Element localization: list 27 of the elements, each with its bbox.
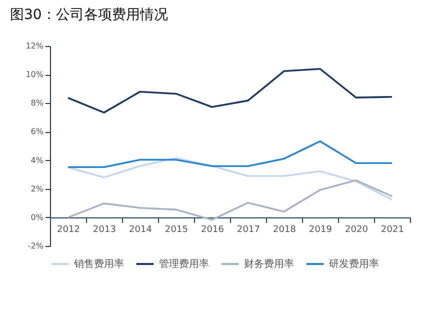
legend-label: 管理费用率 bbox=[159, 258, 209, 270]
x-tick-label: 2016 bbox=[201, 224, 224, 235]
x-tick-label: 2020 bbox=[345, 224, 368, 235]
y-tick-label: 8% bbox=[30, 98, 44, 108]
x-tick-label: 2015 bbox=[165, 224, 188, 235]
x-tick-label: 2017 bbox=[237, 224, 260, 235]
legend-label: 销售费用率 bbox=[73, 258, 124, 270]
chart-title: 图30：公司各项费用情况 bbox=[10, 7, 168, 23]
line-series bbox=[67, 157, 393, 201]
line-series bbox=[67, 140, 393, 168]
x-tick-label: 2021 bbox=[381, 224, 404, 235]
y-tick-label: 0% bbox=[30, 212, 44, 222]
y-tick-label: -2% bbox=[28, 242, 44, 250]
legend-label: 研发费用率 bbox=[329, 258, 379, 270]
x-tick-label: 2018 bbox=[273, 224, 296, 235]
y-tick-label: 6% bbox=[30, 127, 44, 136]
y-tick-label: 4% bbox=[30, 156, 44, 165]
legend-label: 财务费用率 bbox=[244, 258, 294, 270]
x-tick-label: 2014 bbox=[129, 224, 152, 235]
y-tick-label: 10% bbox=[26, 70, 44, 80]
line-series bbox=[67, 68, 393, 114]
y-tick-label: 12% bbox=[26, 42, 44, 50]
x-tick-label: 2012 bbox=[57, 224, 80, 235]
x-tick-label: 2019 bbox=[309, 224, 332, 235]
line-series bbox=[67, 179, 393, 221]
y-tick-label: 2% bbox=[30, 184, 44, 194]
x-tick-label: 2013 bbox=[93, 224, 116, 235]
